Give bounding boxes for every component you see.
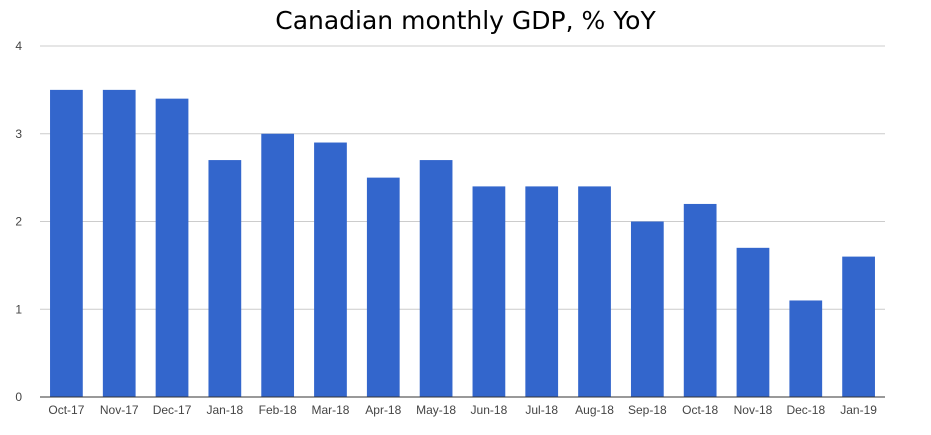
x-tick-label: Jul-18 [525,403,558,417]
x-tick-label: Oct-18 [682,403,718,417]
bar-Oct-17 [50,89,83,397]
bar-Sep-18 [630,221,664,397]
bar-Jul-18 [525,186,559,397]
y-tick-label: 3 [15,127,22,141]
x-tick-label: Dec-17 [153,403,192,417]
x-tick-label: Dec-18 [786,403,825,417]
x-tick-label: Sep-18 [628,403,667,417]
y-tick-label: 1 [15,302,22,316]
x-tick-label: Jun-18 [471,403,508,417]
x-tick-label: Nov-18 [734,403,773,417]
chart-title: Canadian monthly GDP, % YoY [275,6,656,35]
bar-Jan-19 [842,256,875,397]
bar-Nov-18 [736,247,770,397]
x-tick-label: Jan-19 [840,403,877,417]
y-tick-label: 0 [15,390,22,404]
y-tick-label: 4 [15,39,22,53]
bar-Apr-18 [366,177,400,397]
bar-Jan-18 [208,160,242,397]
bar-Oct-18 [683,203,717,397]
bar-Dec-18 [789,300,823,397]
x-tick-label: Jan-18 [206,403,243,417]
bar-Aug-18 [578,186,611,397]
bar-May-18 [419,160,453,397]
x-tick-label: Mar-18 [311,403,349,417]
y-axis-ticks: 0 1 2 3 4 [15,39,22,404]
bar-Dec-17 [155,98,189,398]
x-axis-ticks: Oct-17 Nov-17 Dec-17 Jan-18 Feb-18 Mar-18 Apr-… [48,403,877,417]
x-tick-label: May-18 [416,403,456,417]
bar-Nov-17 [102,89,136,397]
x-tick-label: Apr-18 [365,403,401,417]
bar-Mar-18 [314,142,347,397]
bars [50,89,875,398]
bar-Feb-18 [261,133,295,397]
bar-Jun-18 [472,186,506,397]
x-tick-label: Oct-17 [48,403,84,417]
x-tick-label: Aug-18 [575,403,614,417]
y-tick-label: 2 [15,215,22,229]
x-tick-label: Feb-18 [259,403,297,417]
x-tick-label: Nov-17 [100,403,139,417]
